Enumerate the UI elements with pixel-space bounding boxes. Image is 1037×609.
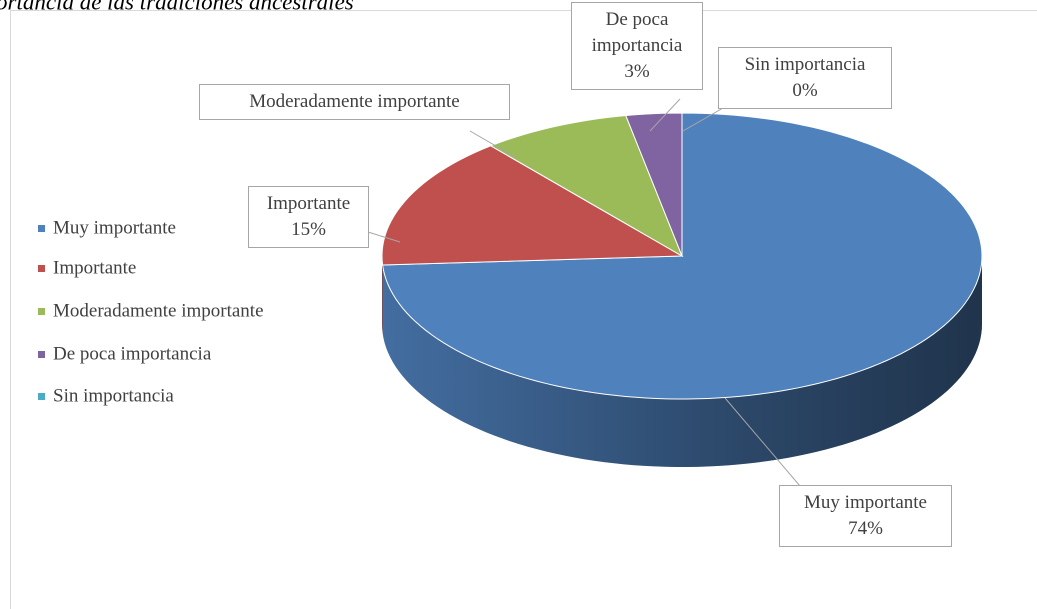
legend-label: Importante: [53, 257, 136, 278]
data-label-category: De poca importancia: [591, 9, 683, 56]
data-label-category: Muy importante: [804, 492, 927, 513]
leader-line: [649, 98, 681, 132]
chart-title: ortancia de las tradiciones ancestrales: [0, 0, 354, 14]
data-label-value: 3%: [624, 61, 650, 82]
legend-label: Muy importante: [53, 217, 176, 238]
data-label: Muy importante 74%: [779, 485, 952, 547]
legend-swatch: [38, 351, 45, 358]
data-label-value: 0%: [792, 80, 818, 101]
legend-swatch: [38, 308, 45, 315]
slice: [625, 112, 683, 257]
data-label-category: Importante: [266, 193, 351, 214]
data-label-value: 74%: [848, 518, 883, 539]
legend-swatch: [38, 393, 45, 400]
legend-swatch: [38, 225, 45, 232]
data-label: Moderadamente importante: [199, 84, 510, 120]
leader-line: [469, 130, 516, 158]
chart-frame: [10, 10, 1037, 609]
data-label-category: Moderadamente importante: [249, 91, 460, 112]
slice-side-shade: [382, 256, 982, 467]
slice: [489, 114, 684, 258]
slice: [381, 145, 684, 266]
legend-label: Sin importancia: [53, 385, 174, 406]
data-label: Importante 15%: [248, 186, 369, 248]
data-label-value: 15%: [291, 219, 326, 240]
legend-swatch: [38, 265, 45, 272]
legend-label: De poca importancia: [53, 343, 212, 364]
data-label: Sin importancia 0%: [718, 47, 892, 109]
legend-label: Moderadamente importante: [53, 300, 264, 321]
leader-line: [367, 231, 401, 243]
data-label-category: Sin importancia: [744, 54, 866, 75]
data-label: De poca importancia 3%: [571, 2, 703, 90]
leader-line: [724, 397, 801, 487]
slice-side-shade: [382, 256, 383, 333]
